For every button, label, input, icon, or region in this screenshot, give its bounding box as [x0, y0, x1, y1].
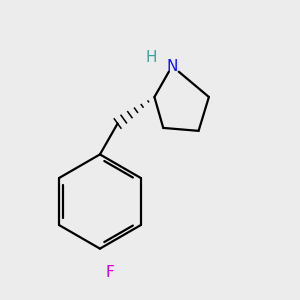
Text: F: F — [106, 265, 115, 280]
Text: N: N — [167, 58, 178, 74]
Text: H: H — [146, 50, 157, 65]
